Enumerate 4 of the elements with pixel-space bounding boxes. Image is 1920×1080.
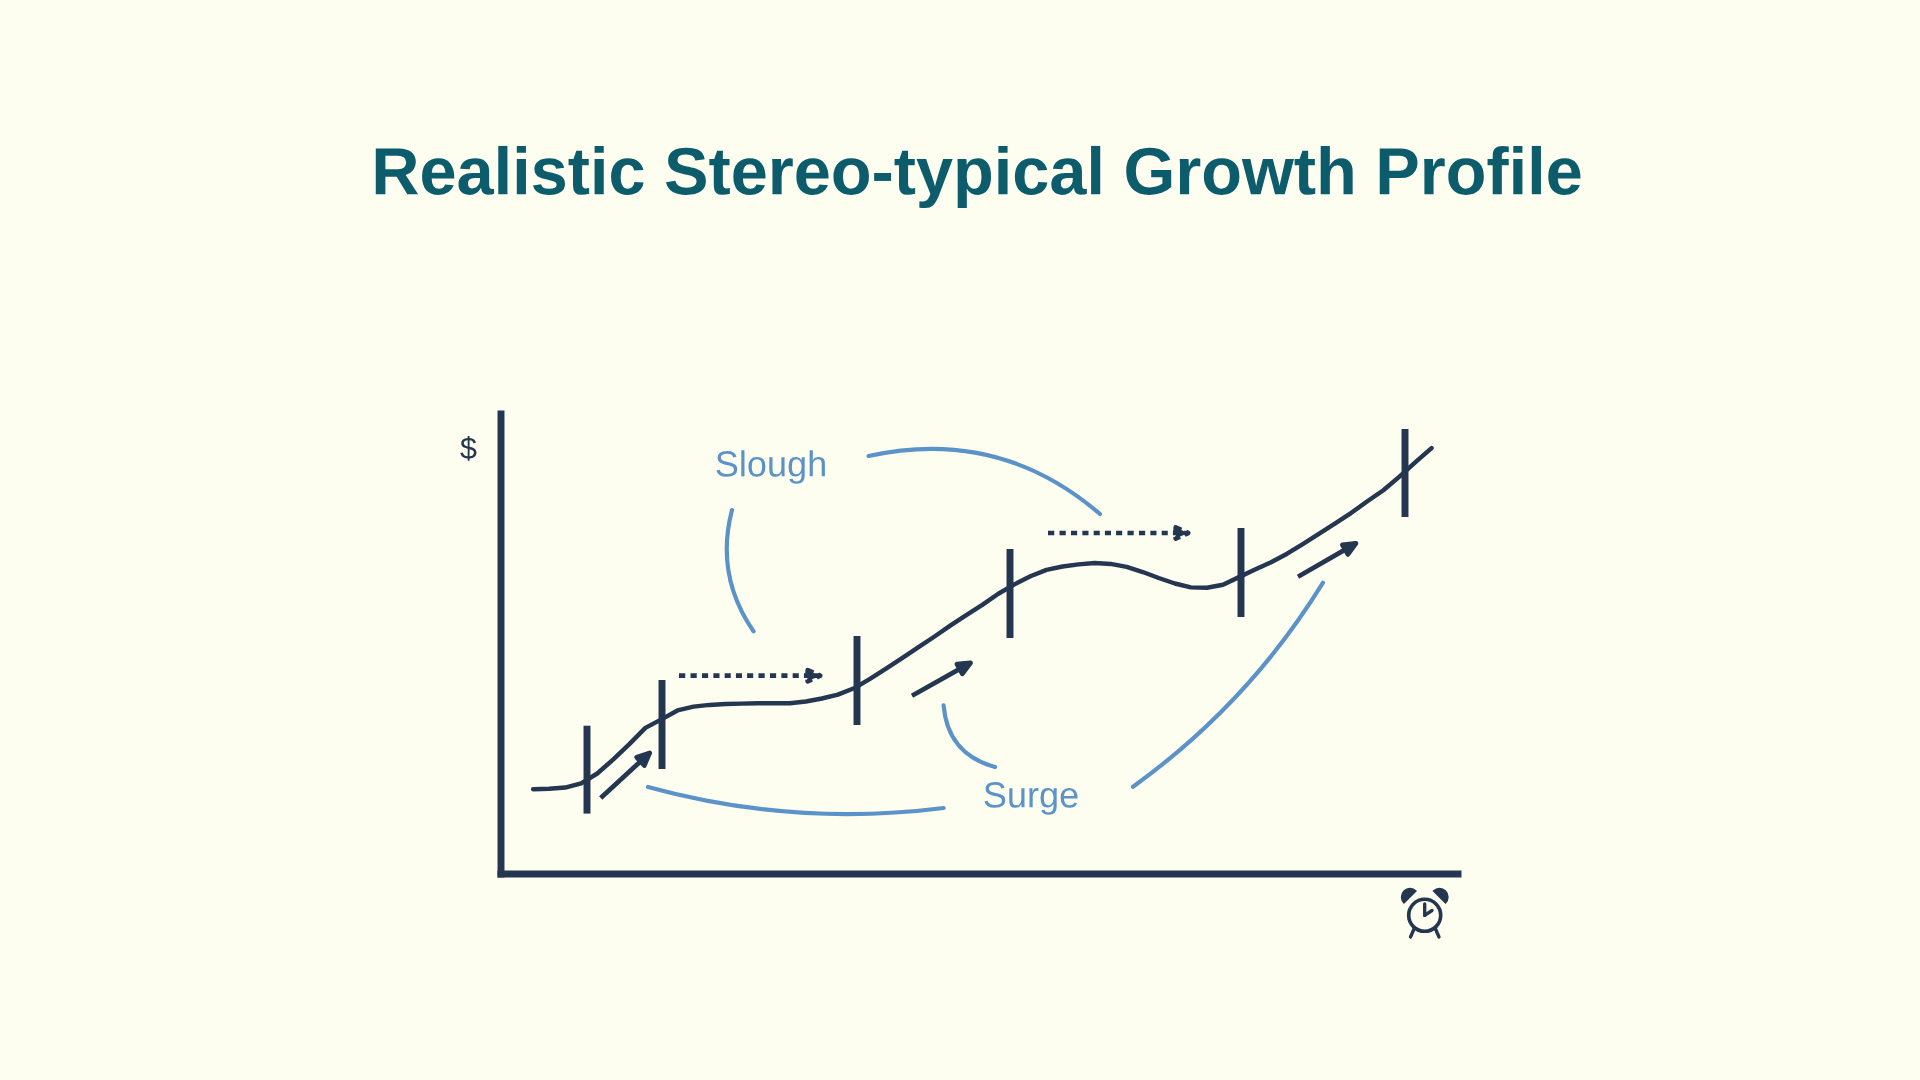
y-axis-title: $: [460, 436, 477, 461]
annotation: Slough: [716, 450, 825, 484]
chart-title: Realistic Stereo-typical Growth Profile: [375, 145, 1581, 209]
annotation: Surge: [984, 782, 1078, 815]
